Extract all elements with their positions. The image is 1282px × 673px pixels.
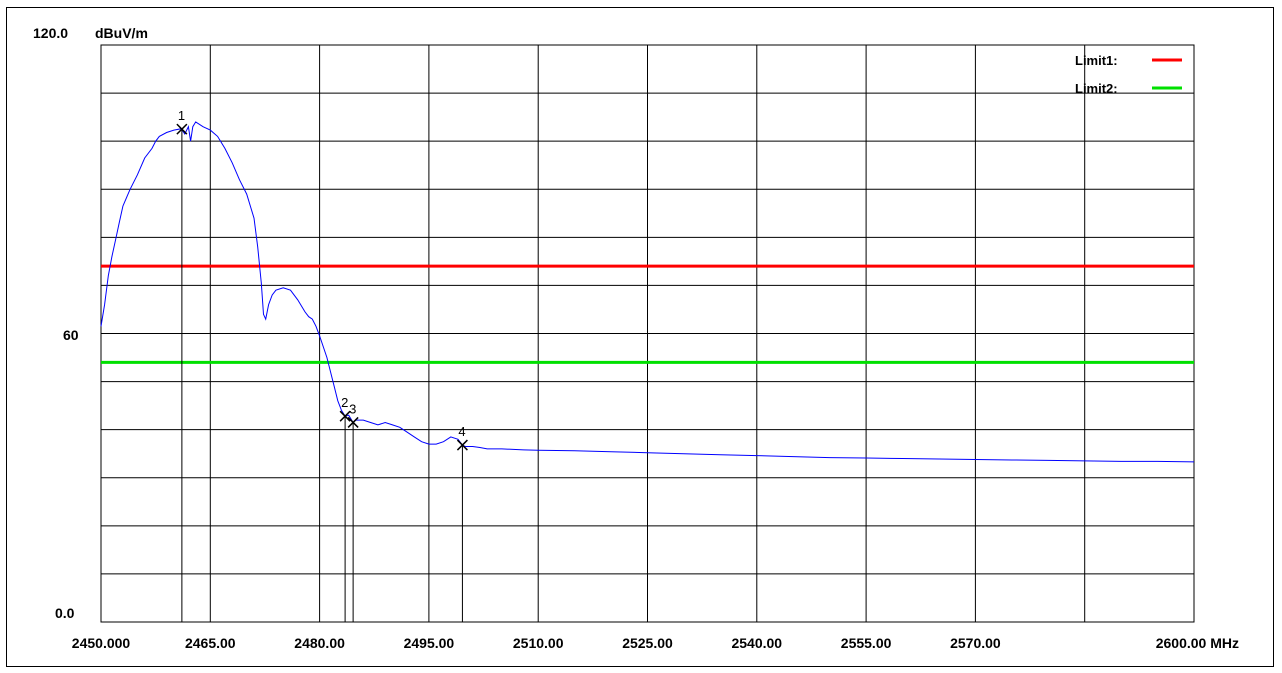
legend-label-limit1: Limit1: <box>1075 53 1118 68</box>
y-mid-label: 60 <box>63 327 79 343</box>
x-tick-label: 2465.00 <box>185 635 236 651</box>
limit-lines <box>101 264 1194 364</box>
x-tick-label: 2450.000 <box>72 635 131 651</box>
x-tick-label: 2570.00 <box>950 635 1001 651</box>
marker-x-3 <box>347 416 359 428</box>
marker-x-2 <box>339 410 351 422</box>
legend-label-limit2: Limit2: <box>1075 81 1118 96</box>
y-bottom-label: 0.0 <box>55 605 75 621</box>
x-tick-labels: 2450.000 2465.00 2480.00 2495.00 2510.00 2525… <box>72 635 1239 651</box>
marker-label-4: 4 <box>458 424 465 439</box>
marker-x-1 <box>176 123 188 135</box>
x-tick-label: 2525.00 <box>622 635 673 651</box>
legend: Limit1: Limit2: <box>1075 53 1182 96</box>
x-tick-label: 2540.00 <box>731 635 782 651</box>
marker-label-1: 1 <box>178 108 185 123</box>
marker-x-4 <box>456 439 468 451</box>
x-tick-label: 2600.00 MHz <box>1156 635 1239 651</box>
x-tick-label: 2555.00 <box>841 635 892 651</box>
x-tick-label: 2495.00 <box>404 635 455 651</box>
x-tick-label: 2510.00 <box>513 635 564 651</box>
marker-label-3: 3 <box>349 401 356 416</box>
x-tick-label: 2480.00 <box>294 635 345 651</box>
y-unit-label: dBuV/m <box>95 25 148 41</box>
marker-label-2: 2 <box>341 395 348 410</box>
y-top-label: 120.0 <box>33 25 68 41</box>
grid-lines <box>101 45 1194 622</box>
marker-layer: 1 2 3 4 <box>176 108 468 622</box>
